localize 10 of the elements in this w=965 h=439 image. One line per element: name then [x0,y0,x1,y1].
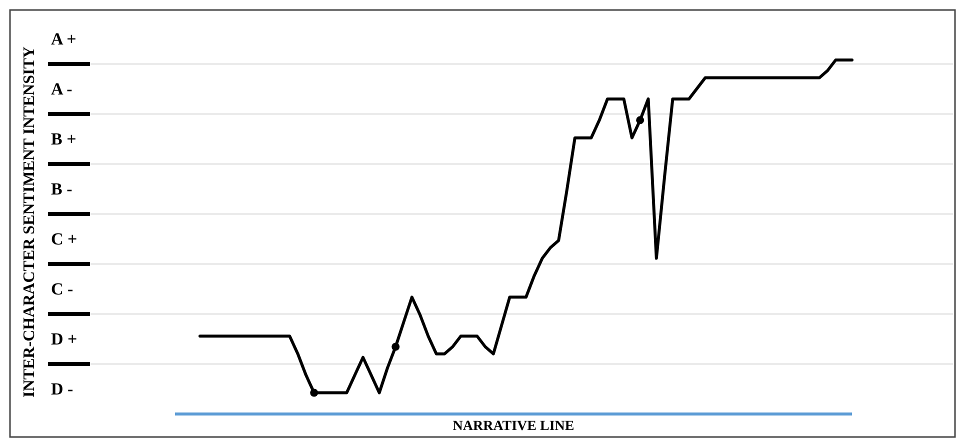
x-axis-title: NARRATIVE LINE [452,419,574,434]
text: D - [51,380,74,398]
text: D + [51,330,78,348]
text: INTER-CHARACTER SENTIMENT INTENSITY [21,46,38,398]
text: C + [51,230,78,248]
text: B - [51,180,73,198]
text: B + [51,130,76,148]
text: A - [51,80,73,98]
text: A + [51,30,76,48]
text: C - [51,280,74,298]
